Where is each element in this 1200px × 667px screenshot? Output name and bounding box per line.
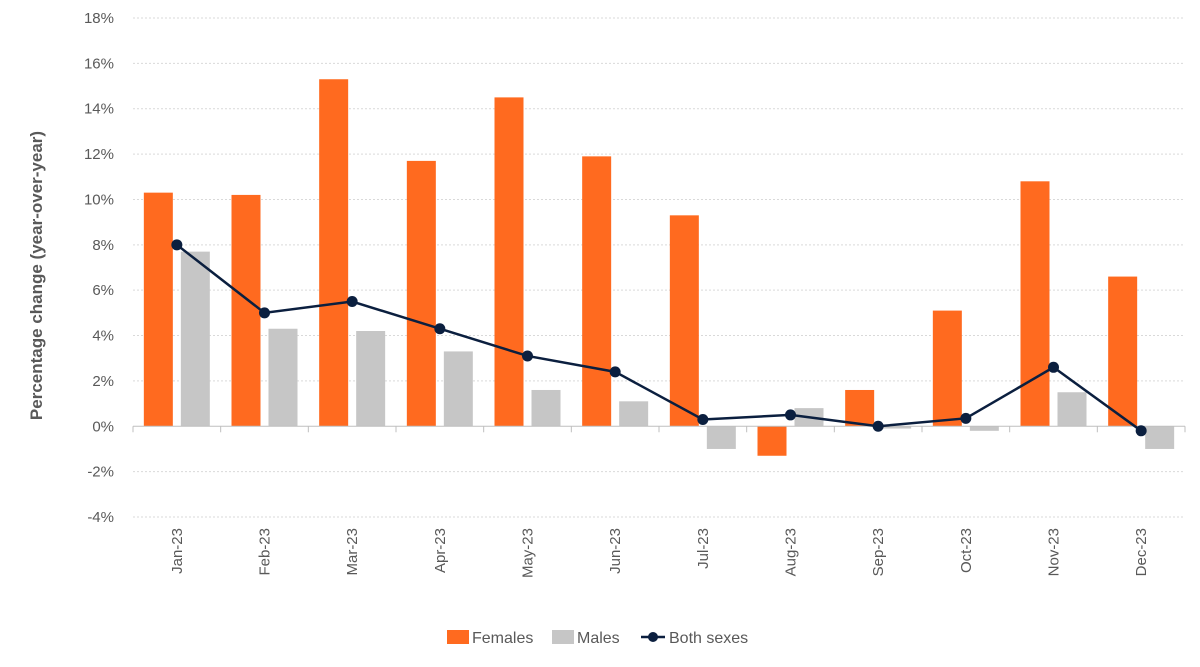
legend-label-females: Females bbox=[472, 630, 533, 647]
both-sexes-point bbox=[346, 296, 358, 308]
x-tick-label: Sep-23 bbox=[870, 528, 887, 576]
males-bar bbox=[706, 426, 736, 449]
both-sexes-point bbox=[1135, 425, 1147, 437]
y-axis-label: Percentage change (year-over-year) bbox=[27, 131, 46, 420]
females-bar bbox=[406, 160, 436, 427]
males-bar bbox=[1057, 392, 1087, 427]
legend-label-both-sexes: Both sexes bbox=[669, 630, 748, 647]
both-sexes-point bbox=[960, 412, 972, 424]
legend-swatch-females bbox=[447, 630, 469, 644]
males-bar bbox=[531, 389, 561, 427]
both-sexes-point bbox=[609, 366, 621, 378]
females-bar bbox=[757, 426, 787, 456]
x-tick-label: Jan-23 bbox=[169, 528, 186, 574]
gridlines bbox=[133, 17, 1185, 518]
x-tick-label: Nov-23 bbox=[1046, 528, 1063, 576]
x-tick-label: Oct-23 bbox=[958, 528, 975, 573]
x-tick-label: Aug-23 bbox=[783, 528, 800, 576]
y-tick-label: 2% bbox=[92, 373, 114, 390]
females-bar bbox=[669, 215, 699, 427]
males-bar bbox=[443, 351, 473, 427]
females-bar bbox=[1108, 276, 1138, 427]
females-bar bbox=[319, 79, 349, 427]
legend-item-females: Females bbox=[447, 630, 533, 647]
females-bar bbox=[231, 194, 261, 427]
x-axis bbox=[132, 425, 1186, 433]
both-sexes-point bbox=[1048, 361, 1059, 373]
both-sexes-point bbox=[171, 239, 183, 251]
both-sexes-point bbox=[522, 350, 533, 362]
females-bar bbox=[1020, 181, 1050, 427]
x-tick-label: Jun-23 bbox=[607, 528, 624, 574]
legend-label-males: Males bbox=[577, 630, 620, 647]
both-sexes-point bbox=[785, 409, 796, 421]
males-bar bbox=[356, 331, 386, 427]
y-tick-label: -4% bbox=[87, 509, 114, 526]
x-tick-label: Apr-23 bbox=[432, 528, 449, 573]
y-tick-label: 0% bbox=[92, 418, 114, 435]
females-bar bbox=[494, 97, 524, 427]
y-tick-label: 12% bbox=[84, 146, 114, 163]
x-tick-label: Mar-23 bbox=[344, 528, 361, 576]
x-tick-label: Feb-23 bbox=[257, 528, 274, 576]
both-sexes-point bbox=[697, 413, 709, 425]
legend-item-both-sexes: Both sexes bbox=[641, 630, 748, 647]
both-sexes-point bbox=[434, 323, 446, 335]
males-bar bbox=[969, 426, 999, 431]
both-sexes-point bbox=[259, 307, 270, 319]
y-tick-label: -2% bbox=[87, 464, 114, 481]
legend-swatch-males bbox=[552, 630, 574, 644]
y-tick-label: 18% bbox=[84, 10, 114, 27]
y-tick-label: 14% bbox=[84, 101, 114, 118]
x-tick-label: Dec-23 bbox=[1133, 528, 1150, 576]
legend-swatch-marker bbox=[648, 632, 658, 642]
both-sexes-point bbox=[872, 420, 884, 432]
y-tick-label: 16% bbox=[84, 55, 114, 72]
x-tick-label: May-23 bbox=[520, 528, 537, 578]
females-bar bbox=[582, 156, 612, 427]
y-tick-label: 4% bbox=[92, 328, 114, 345]
males-bar bbox=[1145, 426, 1175, 449]
y-tick-label: 10% bbox=[84, 191, 114, 208]
both-sexes-line bbox=[171, 239, 1147, 437]
females-bar bbox=[932, 310, 962, 427]
bars bbox=[143, 79, 1175, 456]
y-tick-label: 8% bbox=[92, 237, 114, 254]
males-bar bbox=[619, 401, 649, 427]
y-tick-label: 6% bbox=[92, 282, 114, 299]
males-bar bbox=[268, 328, 298, 427]
y-axis-ticks: -4% -2% 0% 2% 4% 6% 8% 10% 12% 14% 16% 18% bbox=[84, 10, 114, 526]
legend-item-males: Males bbox=[552, 630, 620, 647]
both-sexes-line-path bbox=[176, 243, 1142, 432]
females-bar bbox=[143, 192, 173, 427]
females-bar bbox=[845, 389, 875, 427]
males-bar bbox=[180, 251, 210, 427]
x-tick-label: Jul-23 bbox=[695, 528, 712, 569]
males-bar bbox=[882, 426, 912, 429]
x-axis-ticks: Jan-23 Feb-23 Mar-23 Apr-23 May-23 Jun-23 Jul-… bbox=[169, 528, 1150, 578]
legend: Females Males Both sexes bbox=[447, 630, 748, 647]
